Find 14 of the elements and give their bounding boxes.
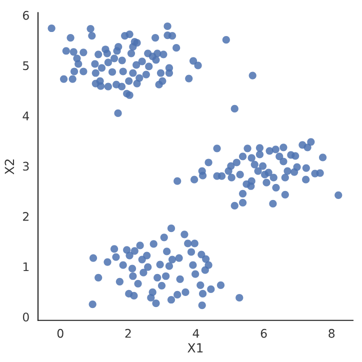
y-tick-label: 6 xyxy=(22,10,29,20)
y-tick-label: 2 xyxy=(23,212,28,221)
x-axis-title: X1 xyxy=(188,343,203,352)
y-axis-title: X2 xyxy=(4,160,14,174)
y-tick-label: 5 xyxy=(23,61,29,70)
x-tick-label: 6 xyxy=(260,328,267,338)
y-tick-label: 3 xyxy=(23,162,29,171)
x-tick-label: 2 xyxy=(125,328,131,338)
y-tick-label: 1 xyxy=(23,262,29,272)
x-tick-label: 4 xyxy=(192,329,200,338)
y-tick-label: 4 xyxy=(22,112,30,120)
y-tick-label: 0 xyxy=(22,312,29,322)
x-tick-label: 0 xyxy=(57,328,64,338)
x-tick-label: 8 xyxy=(328,328,335,338)
